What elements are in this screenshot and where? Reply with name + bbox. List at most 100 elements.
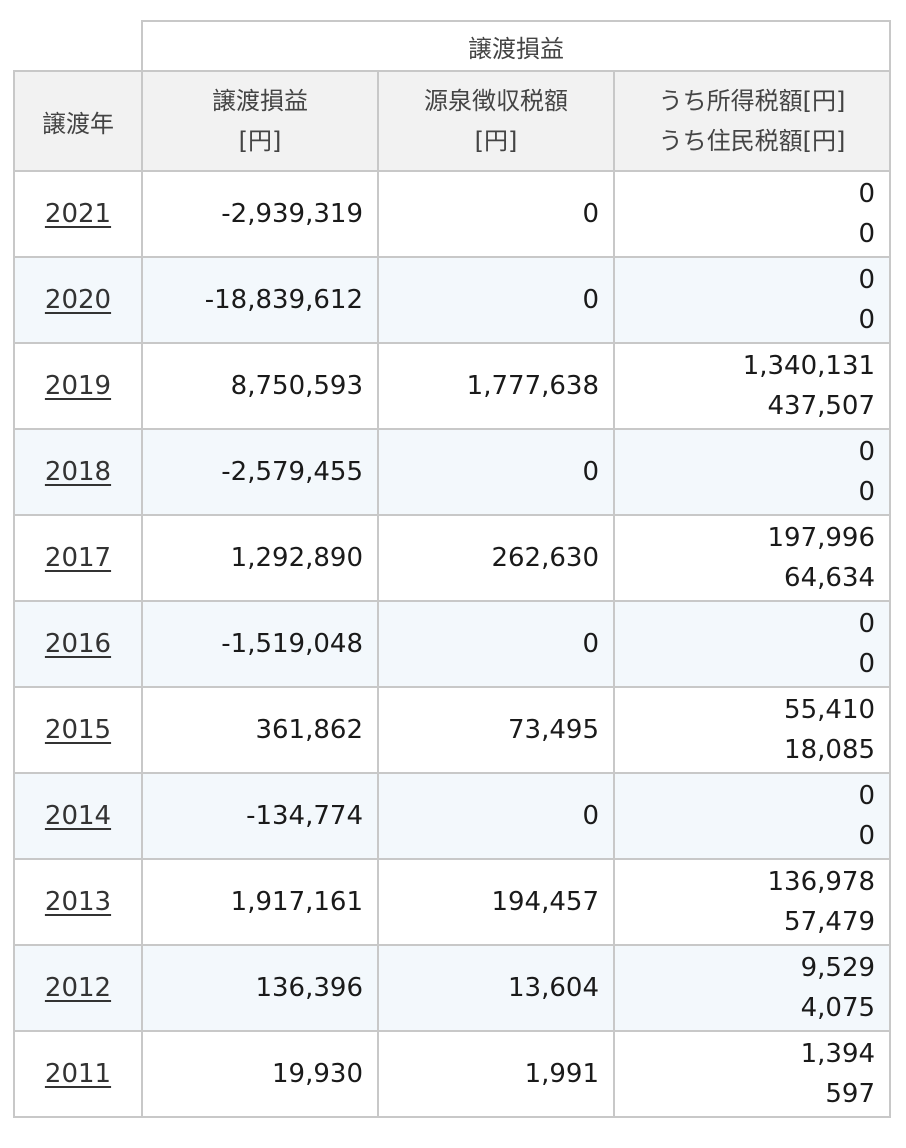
resident-tax-value: 18,085 — [784, 735, 876, 765]
year-cell: 2011 — [13, 1030, 143, 1118]
year-cell: 2018 — [13, 428, 143, 516]
income-tax-value: 136,978 — [767, 867, 876, 897]
header-resident-tax: うち住民税額[円] — [658, 127, 846, 155]
table-row: 2017 1,292,890 262,630 197,996 64,634 — [13, 514, 892, 602]
withholding-cell: 1,991 — [377, 1030, 615, 1118]
resident-tax-value: 4,075 — [800, 993, 876, 1023]
header-withholding-unit: [円] — [474, 127, 518, 155]
header-withholding: 源泉徴収税額 [円] — [377, 70, 615, 172]
gain-cell: -1,519,048 — [141, 600, 379, 688]
income-tax-value: 0 — [858, 437, 876, 467]
year-link[interactable]: 2013 — [44, 887, 112, 917]
year-link[interactable]: 2017 — [44, 543, 112, 573]
resident-tax-value: 0 — [858, 219, 876, 249]
income-tax-value: 1,340,131 — [742, 351, 876, 381]
tax-breakdown-cell: 136,978 57,479 — [612, 858, 892, 946]
year-cell: 2020 — [13, 256, 143, 344]
table-body: 2021 -2,939,319 0 0 0 2020 -18,839,612 0 0 0 2019 8… — [13, 170, 892, 1118]
table-row: 2018 -2,579,455 0 0 0 — [13, 428, 892, 516]
year-link[interactable]: 2015 — [44, 715, 112, 745]
income-tax-value: 0 — [858, 609, 876, 639]
income-tax-value: 55,410 — [784, 695, 876, 725]
table-row: 2016 -1,519,048 0 0 0 — [13, 600, 892, 688]
header-tax-breakdown: うち所得税額[円] うち住民税額[円] — [612, 70, 892, 172]
tax-breakdown-cell: 197,996 64,634 — [612, 514, 892, 602]
withholding-cell: 73,495 — [377, 686, 615, 774]
tax-breakdown-cell: 9,529 4,075 — [612, 944, 892, 1032]
resident-tax-value: 0 — [858, 477, 876, 507]
year-link[interactable]: 2012 — [44, 973, 112, 1003]
income-tax-value: 1,394 — [800, 1039, 876, 1069]
resident-tax-value: 0 — [858, 305, 876, 335]
header-income-tax: うち所得税額[円] — [658, 87, 846, 115]
gain-cell: -18,839,612 — [141, 256, 379, 344]
year-link[interactable]: 2020 — [44, 285, 112, 315]
tax-breakdown-cell: 55,410 18,085 — [612, 686, 892, 774]
gain-cell: 1,917,161 — [141, 858, 379, 946]
year-cell: 2013 — [13, 858, 143, 946]
year-cell: 2019 — [13, 342, 143, 430]
table-row: 2014 -134,774 0 0 0 — [13, 772, 892, 860]
withholding-cell: 0 — [377, 600, 615, 688]
year-link[interactable]: 2019 — [44, 371, 112, 401]
withholding-cell: 0 — [377, 256, 615, 344]
table-row: 2015 361,862 73,495 55,410 18,085 — [13, 686, 892, 774]
resident-tax-value: 64,634 — [784, 563, 876, 593]
header-column-row: 譲渡年 譲渡損益 [円] 源泉徴収税額 [円] うち所得税額[円] うち住民税額… — [13, 70, 892, 172]
resident-tax-value: 437,507 — [767, 391, 876, 421]
header-withholding-label: 源泉徴収税額 — [424, 87, 568, 115]
resident-tax-value: 0 — [858, 821, 876, 851]
year-link[interactable]: 2018 — [44, 457, 112, 487]
table-row: 2021 -2,939,319 0 0 0 — [13, 170, 892, 258]
income-tax-value: 0 — [858, 265, 876, 295]
gain-cell: -2,939,319 — [141, 170, 379, 258]
year-cell: 2015 — [13, 686, 143, 774]
income-tax-value: 0 — [858, 179, 876, 209]
header-gain: 譲渡損益 [円] — [141, 70, 379, 172]
income-tax-value: 0 — [858, 781, 876, 811]
header-group-transfer-gain: 譲渡損益 — [140, 20, 892, 72]
withholding-cell: 0 — [377, 170, 615, 258]
resident-tax-value: 597 — [825, 1079, 876, 1109]
table-row: 2020 -18,839,612 0 0 0 — [13, 256, 892, 344]
income-tax-value: 197,996 — [767, 523, 876, 553]
gain-cell: 8,750,593 — [141, 342, 379, 430]
gain-cell: -134,774 — [141, 772, 379, 860]
tax-breakdown-cell: 1,340,131 437,507 — [612, 342, 892, 430]
resident-tax-value: 57,479 — [784, 907, 876, 937]
year-link[interactable]: 2011 — [44, 1059, 112, 1089]
year-cell: 2014 — [13, 772, 143, 860]
year-link[interactable]: 2021 — [44, 199, 112, 229]
header-gain-label: 譲渡損益 — [212, 87, 308, 115]
gain-cell: 1,292,890 — [141, 514, 379, 602]
withholding-cell: 262,630 — [377, 514, 615, 602]
header-year: 譲渡年 — [13, 70, 143, 172]
gain-cell: -2,579,455 — [141, 428, 379, 516]
resident-tax-value: 0 — [858, 649, 876, 679]
table-row: 2019 8,750,593 1,777,638 1,340,131 437,507 — [13, 342, 892, 430]
year-cell: 2016 — [13, 600, 143, 688]
transfer-gain-table: 譲渡損益 譲渡年 譲渡損益 [円] 源泉徴収税額 [円] うち所得税額[円] う… — [13, 20, 892, 1118]
income-tax-value: 9,529 — [800, 953, 876, 983]
withholding-cell: 194,457 — [377, 858, 615, 946]
year-cell: 2021 — [13, 170, 143, 258]
header-group-row: 譲渡損益 — [14, 20, 892, 72]
gain-cell: 19,930 — [141, 1030, 379, 1118]
withholding-cell: 0 — [377, 428, 615, 516]
gain-cell: 361,862 — [141, 686, 379, 774]
year-link[interactable]: 2016 — [44, 629, 112, 659]
gain-cell: 136,396 — [141, 944, 379, 1032]
tax-breakdown-cell: 1,394 597 — [612, 1030, 892, 1118]
withholding-cell: 13,604 — [377, 944, 615, 1032]
table-row: 2013 1,917,161 194,457 136,978 57,479 — [13, 858, 892, 946]
year-cell: 2017 — [13, 514, 143, 602]
withholding-cell: 0 — [377, 772, 615, 860]
header-gain-unit: [円] — [238, 127, 282, 155]
table-row: 2012 136,396 13,604 9,529 4,075 — [13, 944, 892, 1032]
year-link[interactable]: 2014 — [44, 801, 112, 831]
year-cell: 2012 — [13, 944, 143, 1032]
